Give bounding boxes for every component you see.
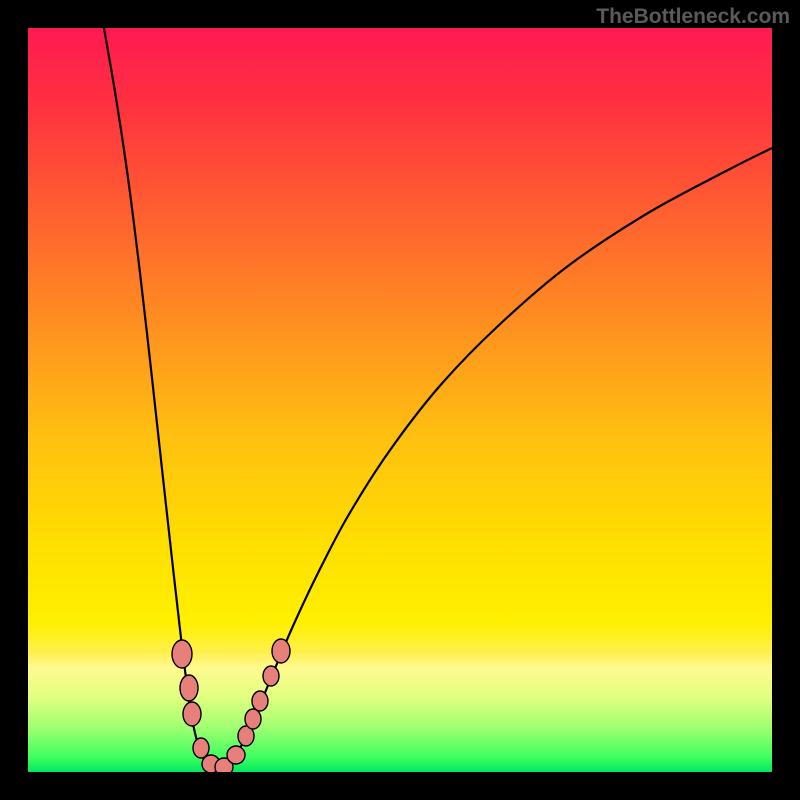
data-marker (172, 640, 192, 668)
data-marker (193, 738, 209, 758)
data-marker (272, 639, 290, 663)
data-marker (245, 709, 261, 729)
chart-background (28, 28, 772, 772)
data-marker (252, 691, 268, 711)
data-marker (263, 666, 279, 686)
data-marker (227, 746, 245, 764)
chart-svg (28, 28, 772, 772)
data-marker (180, 675, 198, 701)
watermark-text: TheBottleneck.com (596, 5, 790, 29)
bottleneck-chart (28, 28, 772, 772)
data-marker (183, 702, 201, 726)
